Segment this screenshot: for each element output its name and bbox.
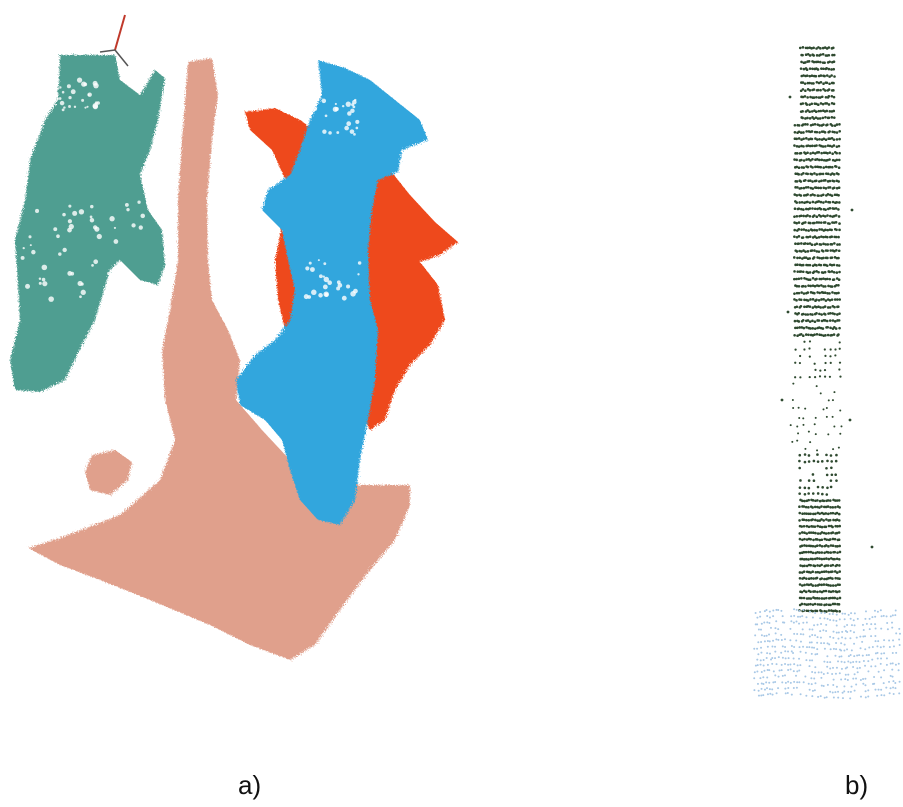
- axis-gizmo: [99, 14, 129, 67]
- caption-a: a): [238, 770, 262, 800]
- pole-point-cloud-b: [753, 46, 901, 700]
- segmented-point-cloud-a: [10, 14, 458, 660]
- blue-segment: [236, 60, 428, 525]
- point-cloud-panel-b: b): [700, 0, 903, 807]
- point-cloud-panel-a: a): [10, 14, 458, 800]
- speckle-holes: [20, 77, 362, 302]
- caption-b: b): [845, 770, 869, 800]
- teal-segment: [10, 55, 165, 392]
- ground-points: [753, 608, 901, 700]
- salmon-segment-blob: [85, 450, 132, 495]
- pole-points: [780, 46, 874, 613]
